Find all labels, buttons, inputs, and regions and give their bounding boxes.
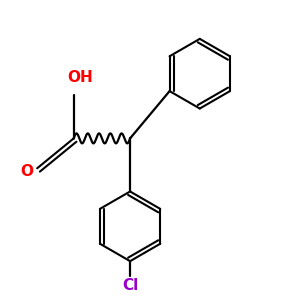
Text: Cl: Cl: [122, 278, 138, 293]
Text: OH: OH: [68, 70, 93, 85]
Text: O: O: [21, 164, 34, 179]
